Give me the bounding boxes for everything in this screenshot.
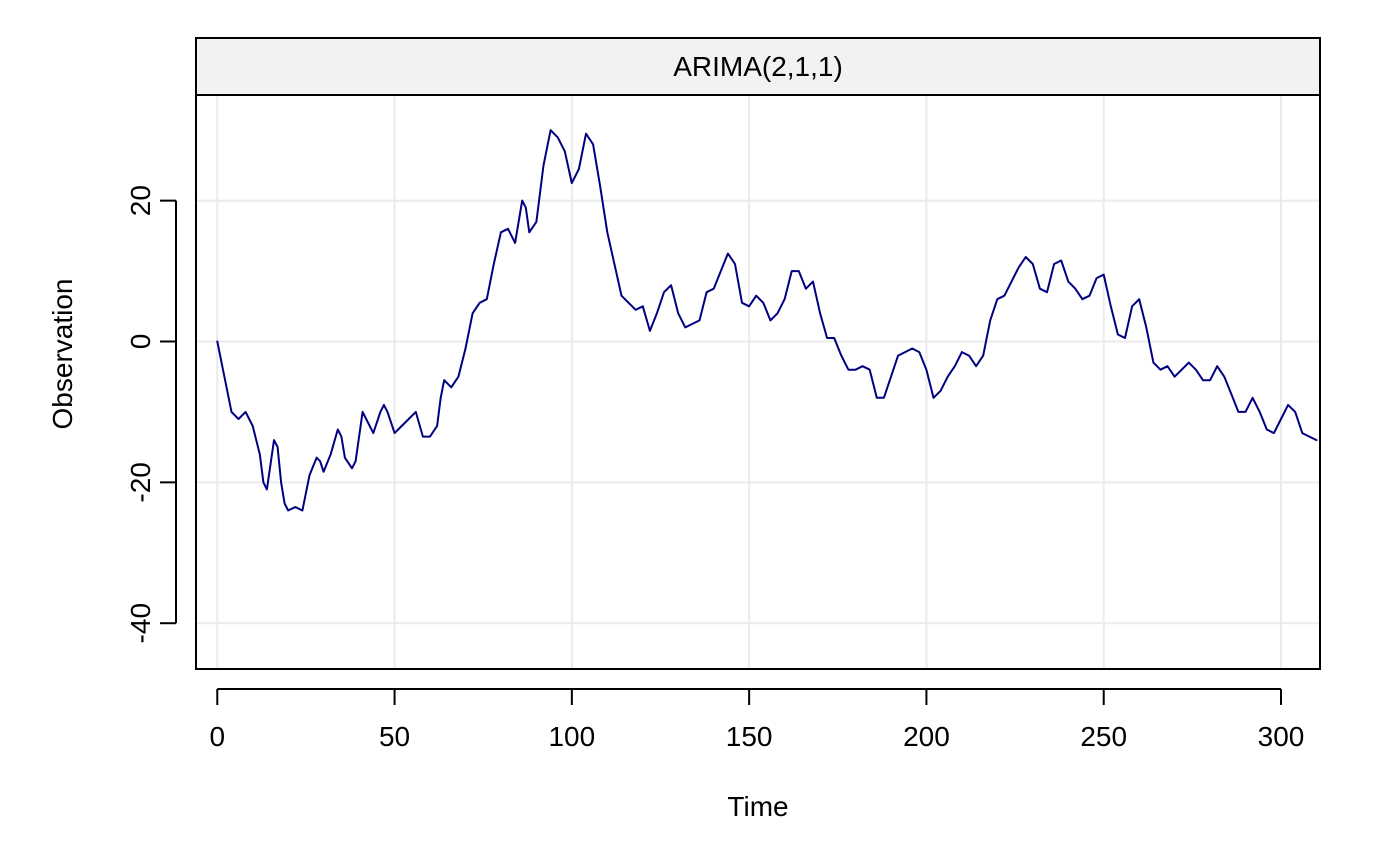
x-axis-title: Time [727, 791, 788, 822]
y-tick-label: -40 [125, 603, 156, 643]
series-layer [216, 129, 1318, 512]
panel-strip [195, 37, 1321, 96]
y-axis: -40 -20 0 20 [125, 185, 177, 643]
x-tick-label: 150 [726, 721, 773, 752]
x-tick-label: 100 [548, 721, 595, 752]
x-tick-label: 0 [209, 721, 225, 752]
x-tick-label: 200 [903, 721, 950, 752]
panel-strip-title: ARIMA(2,1,1) [673, 51, 843, 82]
x-tick-label: 50 [379, 721, 410, 752]
x-tick-label: 250 [1080, 721, 1127, 752]
grid-layer [196, 95, 1320, 669]
y-tick-label: 20 [125, 185, 156, 216]
y-axis-title: Observation [47, 279, 78, 430]
y-tick-label: 0 [125, 334, 156, 350]
panel-frame [195, 94, 1321, 670]
series-line [216, 129, 1318, 512]
y-tick-label: -20 [125, 462, 156, 502]
x-axis: 0 50 100 150 200 250 300 [209, 688, 1305, 752]
x-tick-label: 300 [1258, 721, 1305, 752]
